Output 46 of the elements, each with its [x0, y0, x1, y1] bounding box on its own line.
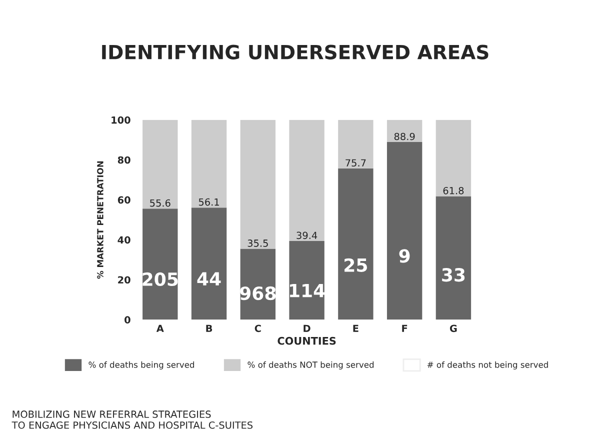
- y-tick-label: 100: [112, 116, 130, 124]
- data-label: 35.5: [248, 240, 268, 247]
- bar: [240, 120, 276, 249]
- data-label: 61.8: [443, 186, 464, 194]
- bar: [436, 196, 472, 320]
- x-tick-label: B: [206, 324, 212, 332]
- annotation: 9: [399, 249, 410, 263]
- text: MOBILIZING NEW REFERRAL STRATEGIES TO ENGAGE PHYSICIANS AND HOSPITAL C-SUITES: [12, 410, 253, 429]
- bar: [289, 240, 324, 320]
- x-tick-label: E: [353, 324, 358, 332]
- bar: [142, 208, 178, 320]
- bar: [338, 168, 374, 320]
- bar: [338, 120, 374, 168]
- legend-label: # of deaths not being served: [427, 361, 548, 370]
- y-tick-label: 0: [124, 316, 130, 324]
- x-tick-label: D: [304, 324, 310, 332]
- bar: [436, 120, 472, 196]
- bar: [386, 120, 422, 142]
- data-label: 39.4: [296, 232, 318, 240]
- annotation: 114: [290, 284, 325, 298]
- data-label: 55.6: [150, 199, 170, 207]
- annotation: 25: [344, 258, 367, 272]
- data-label: 88.9: [394, 132, 415, 140]
- bar: [289, 120, 324, 241]
- x-tick-label: G: [450, 324, 457, 332]
- y-tick-label: 80: [118, 156, 130, 164]
- annotation: 33: [442, 268, 465, 282]
- bar: [191, 120, 227, 208]
- y-tick-label: 60: [118, 196, 130, 204]
- bar: [191, 208, 227, 320]
- x-axis-title: COUNTIES: [278, 336, 336, 345]
- annotation: 205: [142, 272, 178, 286]
- y-tick-label: 40: [118, 236, 130, 244]
- data-label: 56.1: [198, 198, 219, 206]
- bar: [142, 120, 178, 209]
- x-tick-label: A: [156, 324, 164, 332]
- annotation: 44: [197, 272, 221, 286]
- bar: [386, 142, 422, 320]
- data-label: 75.7: [346, 159, 366, 167]
- x-tick-label: C: [254, 324, 261, 332]
- y-axis-title: % MARKET PENETRATION: [97, 161, 104, 279]
- legend-label: % of deaths being served: [88, 361, 194, 370]
- y-tick-label: 20: [118, 276, 130, 284]
- x-tick-label: F: [402, 324, 408, 332]
- legend-label: % of deaths NOT being served: [248, 361, 374, 370]
- chart-title: IDENTIFYING UNDERSERVED AREAS: [102, 44, 488, 60]
